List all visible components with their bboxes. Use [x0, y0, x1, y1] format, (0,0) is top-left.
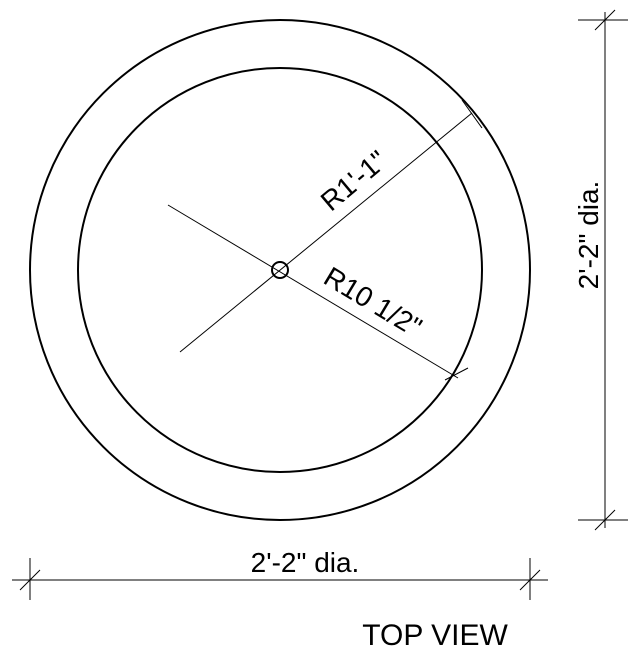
outer-radius-label: R1'-1" [315, 144, 393, 217]
inner-radius-label: R10 1/2" [319, 261, 428, 343]
tick [444, 367, 469, 381]
center-mark [271, 261, 289, 279]
horizontal-dimension: 2'-2" dia. [251, 547, 360, 578]
tick [19, 569, 41, 591]
inner-radius-line [167, 204, 459, 379]
outer-circle [29, 19, 531, 521]
vertical-dimension: 2'-2" dia. [573, 181, 604, 290]
inner-circle [77, 67, 483, 473]
view-label: TOP VIEW [362, 619, 508, 652]
tick [594, 509, 616, 531]
tick [519, 569, 541, 591]
tick [461, 99, 483, 129]
tick [594, 9, 616, 31]
outer-radius-line [179, 112, 473, 353]
